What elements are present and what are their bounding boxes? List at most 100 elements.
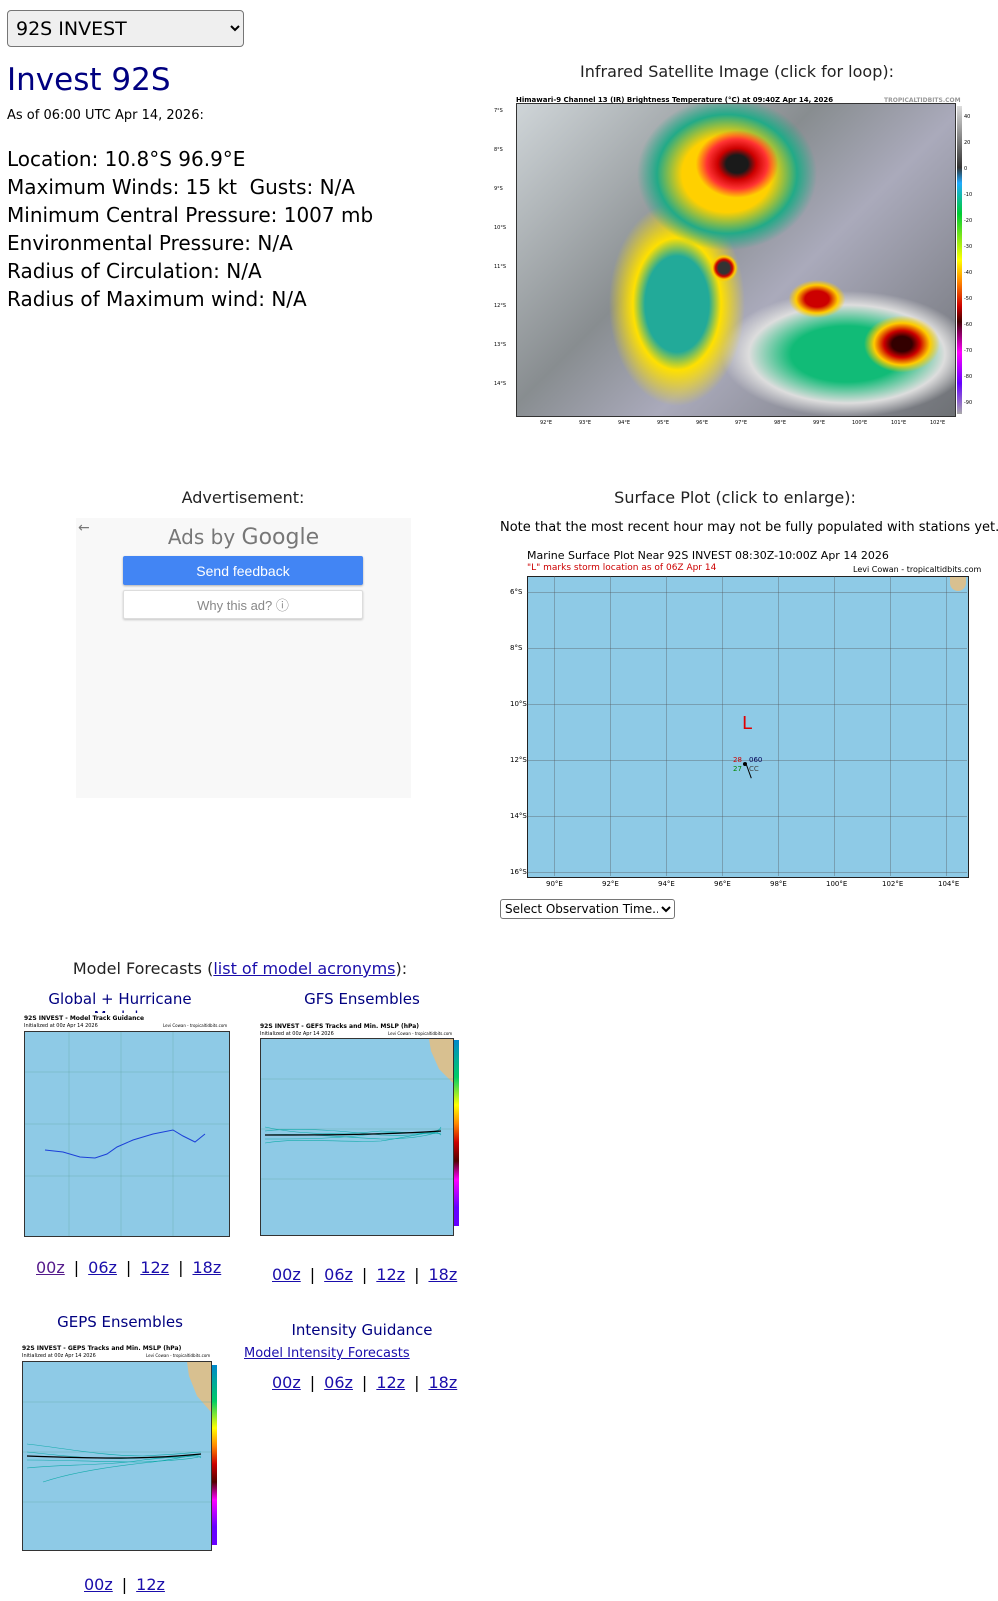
satellite-lon-label: 96°E (696, 420, 709, 426)
geps-run-00z[interactable]: 00z (84, 1575, 113, 1594)
storm-select[interactable]: 92S INVEST (7, 10, 244, 47)
satellite-lon-label: 93°E (579, 420, 592, 426)
separator: | (414, 1265, 420, 1284)
satellite-lat-label: 9°S (494, 186, 503, 192)
global-thumb-map (24, 1031, 230, 1237)
surface-grid-line (890, 576, 891, 876)
satellite-colorbar-label: 40 (964, 114, 971, 120)
separator: | (73, 1258, 80, 1277)
surface-note: Note that the most recent hour may not b… (500, 520, 998, 535)
station-dew: 27 (733, 765, 742, 773)
storm-env-pressure: Environmental Pressure: N/A (7, 231, 293, 255)
station-temp: 28 (733, 756, 742, 764)
separator: | (361, 1373, 368, 1392)
satellite-image[interactable] (516, 103, 956, 417)
storm-location: Location: 10.8°S 96.9°E (7, 147, 246, 171)
geps-thumb-title: 92S INVEST - GEPS Tracks and Min. MSLP (… (22, 1345, 182, 1352)
surface-lat-label: 12°S (510, 756, 527, 764)
global-track-lines (25, 1032, 229, 1236)
gfs-runs: 00z | 06z | 12z | 18z (272, 1265, 457, 1284)
global-run-18z[interactable]: 18z (192, 1258, 222, 1277)
geps-ensembles-label: GEPS Ensembles (57, 1313, 183, 1331)
satellite-lat-label: 10°S (494, 225, 507, 231)
satellite-colorbar-label: -50 (964, 296, 973, 302)
global-run-00z[interactable]: 00z (36, 1258, 65, 1277)
gfs-thumb-credit: Levi Cowan - tropicaltidbits.com (388, 1031, 453, 1036)
surface-grid-line (527, 760, 967, 761)
gfs-thumb-map (260, 1038, 454, 1236)
global-thumb-credit: Levi Cowan - tropicaltidbits.com (163, 1023, 228, 1028)
surface-lon-label: 100°E (826, 880, 848, 888)
surface-lon-label: 94°E (658, 880, 675, 888)
model-acronyms-link[interactable]: list of model acronyms (213, 959, 396, 978)
geps-runs: 00z | 12z (84, 1575, 165, 1594)
geps-colorbar (212, 1365, 217, 1545)
send-feedback-button[interactable]: Send feedback (123, 556, 363, 585)
model-forecasts-caption: Model Forecasts (list of model acronyms)… (30, 959, 450, 978)
satellite-lon-label: 100°E (852, 420, 868, 426)
satellite-colorbar-label: -30 (964, 244, 973, 250)
satellite-lat-label: 13°S (494, 342, 507, 348)
surface-grid-line (527, 648, 967, 649)
storm-winds: Maximum Winds: 15 kt Gusts: N/A (7, 175, 355, 199)
surface-plot-title: Marine Surface Plot Near 92S INVEST 08:3… (527, 549, 889, 562)
intensity-run-12z[interactable]: 12z (376, 1373, 406, 1392)
surface-lon-label: 92°E (602, 880, 619, 888)
global-run-12z[interactable]: 12z (140, 1258, 170, 1277)
gfs-run-18z[interactable]: 18z (428, 1265, 458, 1284)
satellite-lat-label: 12°S (494, 303, 507, 309)
geps-track-lines (23, 1362, 211, 1503)
surface-plot-map[interactable] (527, 576, 969, 878)
ad-back-arrow-icon[interactable]: ← (78, 520, 90, 536)
geps-run-12z[interactable]: 12z (136, 1575, 165, 1594)
model-intensity-forecasts-link[interactable]: Model Intensity Forecasts (244, 1346, 410, 1361)
as-of-text: As of 06:00 UTC Apr 14, 2026: (7, 108, 204, 123)
geps-thumb-credit: Levi Cowan - tropicaltidbits.com (146, 1353, 211, 1358)
storm-pressure: Minimum Central Pressure: 1007 mb (7, 203, 374, 227)
why-this-ad-button[interactable]: Why this ad? ⓘ (123, 590, 363, 619)
satellite-colorbar-label: 20 (964, 140, 971, 146)
intensity-run-06z[interactable]: 06z (324, 1373, 353, 1392)
gfs-ensembles-label: GFS Ensembles (304, 990, 420, 1008)
surface-grid-line (778, 576, 779, 876)
surface-plot-subtitle: "L" marks storm location as of 06Z Apr 1… (527, 563, 717, 573)
storm-title: Invest 92S (7, 62, 171, 98)
global-thumb-title: 92S INVEST - Model Track Guidance (24, 1015, 145, 1022)
satellite-caption: Infrared Satellite Image (click for loop… (580, 62, 894, 81)
surface-grid-line (527, 872, 967, 873)
ads-by-prefix: Ads by (167, 525, 242, 549)
storm-radius-max-wind: Radius of Maximum wind: N/A (7, 287, 307, 311)
satellite-lon-label: 97°E (735, 420, 748, 426)
global-run-06z[interactable]: 06z (88, 1258, 117, 1277)
observation-time-select[interactable]: Select Observation Time... (500, 899, 675, 919)
intensity-run-00z[interactable]: 00z (272, 1373, 301, 1392)
gfs-ensembles-image[interactable]: 92S INVEST - GEFS Tracks and Min. MSLP (… (246, 1020, 470, 1246)
geps-ensembles-image[interactable]: 92S INVEST - GEPS Tracks and Min. MSLP (… (12, 1343, 236, 1555)
gfs-run-12z[interactable]: 12z (376, 1265, 406, 1284)
surface-grid-line (610, 576, 611, 876)
satellite-colorbar-label: -90 (964, 400, 973, 406)
satellite-lon-label: 92°E (540, 420, 553, 426)
satellite-lat-label: 14°S (494, 381, 507, 387)
satellite-lon-label: 95°E (657, 420, 670, 426)
storm-location-marker: L (742, 713, 753, 734)
satellite-lon-label: 94°E (618, 420, 631, 426)
surface-lon-label: 96°E (714, 880, 731, 888)
surface-grid-line (527, 592, 967, 593)
gfs-run-00z[interactable]: 00z (272, 1265, 301, 1284)
intensity-run-18z[interactable]: 18z (428, 1373, 458, 1392)
global-thumb-subtitle: Initialized at 00z Apr 14 2026 (24, 1023, 98, 1029)
surface-grid-line (666, 576, 667, 876)
surface-lat-label: 10°S (510, 700, 527, 708)
global-models-image[interactable]: 92S INVEST - Model Track Guidance Initia… (20, 1013, 232, 1239)
satellite-lat-label: 8°S (494, 147, 503, 153)
geps-thumb-map (22, 1361, 212, 1551)
intensity-guidance-label: Intensity Guidance (291, 1321, 433, 1339)
storm-details: Location: 10.8°S 96.9°E Maximum Winds: 1… (7, 145, 373, 313)
station-cover: CC (749, 765, 759, 773)
satellite-lon-label: 98°E (774, 420, 787, 426)
surface-lon-label: 104°E (938, 880, 960, 888)
separator: | (361, 1265, 368, 1284)
gfs-run-06z[interactable]: 06z (324, 1265, 353, 1284)
gfs-colorbar (454, 1040, 459, 1226)
